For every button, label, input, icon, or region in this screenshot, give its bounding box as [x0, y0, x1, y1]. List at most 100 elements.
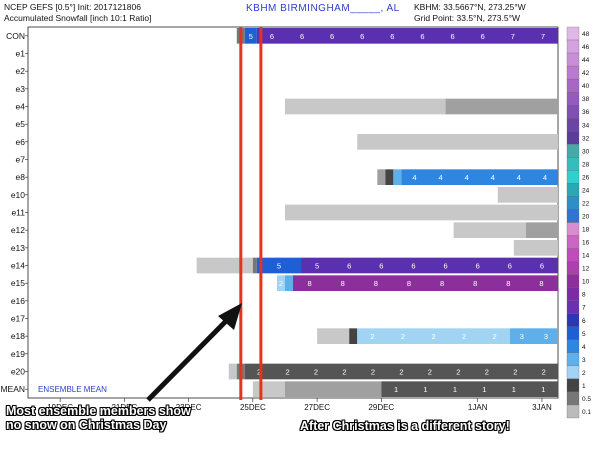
legend-label-40: 40 [582, 83, 590, 90]
bar-e14-17 [256, 257, 302, 274]
bar-value-e20-28-0: 2 [257, 368, 261, 377]
legend-swatch-16 [566, 235, 580, 249]
legend-label-20: 20 [582, 213, 590, 220]
row-label-e8: e8 [16, 172, 26, 182]
bar-value-e18-24-1: 2 [401, 332, 405, 341]
bar-e4-3 [284, 98, 446, 115]
row-label-e13: e13 [11, 243, 25, 253]
legend-swatch-38 [566, 92, 580, 106]
bar-e12-12 [453, 222, 526, 238]
bar-value-CON-2-9: 7 [541, 32, 545, 41]
x-tick-label-19DEC: 19DEC [47, 403, 73, 412]
annotation-christmas-day-text: Most ensemble members show no snow on Ch… [6, 404, 191, 432]
x-tick-label-25DEC: 25DEC [240, 403, 266, 412]
bar-value-e20-28-7: 2 [456, 368, 460, 377]
legend-swatch-40 [566, 78, 580, 93]
legend-label-18: 18 [582, 227, 590, 234]
row-label-e1: e1 [16, 49, 26, 59]
bar-value-MEAN-31-1: 1 [423, 385, 427, 394]
legend-label-4: 4 [582, 344, 586, 351]
legend-label-3: 3 [582, 357, 586, 364]
bar-value-e20-28-6: 2 [428, 368, 432, 377]
bar-CON-2 [256, 28, 558, 44]
bar-value-e18-24-4: 2 [492, 332, 496, 341]
annotation-after-christmas: After Christmas is a different story! [300, 419, 510, 433]
header-station: KBHM BIRMINGHAM_____, AL [246, 3, 400, 14]
legend-swatch-24 [566, 183, 580, 197]
bar-value-e20-28-4: 2 [371, 368, 375, 377]
bar-value-e15-21-0: 8 [307, 279, 311, 288]
x-tick-label-29DEC: 29DEC [368, 403, 394, 412]
annotation-arrow-shaft [146, 315, 232, 402]
bar-value-e15-21-2: 8 [374, 279, 378, 288]
bar-value-CON-2-3: 6 [360, 32, 364, 41]
bar-value-e8-9-4: 4 [517, 173, 521, 182]
legend-swatch-26 [566, 170, 580, 184]
bar-value-CON-2-5: 6 [420, 32, 424, 41]
legend-swatch-6 [566, 313, 580, 327]
legend-label-28: 28 [582, 161, 590, 168]
row-label-e11: e11 [11, 208, 25, 218]
bar-value-e14-18-2: 6 [379, 262, 383, 271]
bar-value-e20-28-2: 2 [314, 368, 318, 377]
bar-e14-15 [196, 257, 253, 274]
legend-label-5: 5 [582, 331, 586, 338]
row-label-e15: e15 [11, 278, 25, 288]
row-label-e20: e20 [11, 367, 25, 377]
bar-e8-7 [385, 169, 394, 185]
legend-swatch-44 [566, 52, 580, 67]
legend-swatch-18 [566, 222, 580, 236]
bar-value-e14-18-1: 6 [347, 262, 351, 271]
bar-e14-18 [301, 257, 558, 274]
bar-value-e20-28-10: 2 [542, 368, 546, 377]
legend-swatch-34 [566, 118, 580, 132]
legend-label-34: 34 [582, 122, 590, 129]
bar-e6-5 [357, 134, 558, 150]
bar-e18-22 [317, 328, 350, 344]
bar-e4-4 [445, 98, 558, 115]
header-variable: Accumulated Snowfall [inch 10:1 Ratio] [4, 13, 152, 23]
bar-value-e15-19-0: 2 [279, 279, 283, 288]
x-tick-label-3JAN: 3JAN [532, 403, 552, 412]
bar-e15-20 [284, 275, 293, 291]
legend-label-30: 30 [582, 148, 590, 155]
bar-value-e18-25-1: 3 [544, 332, 548, 341]
bar-value-CON-2-4: 6 [390, 32, 394, 41]
bar-CON-1 [244, 28, 257, 44]
bar-e18-25 [509, 328, 558, 344]
bar-value-e20-28-9: 2 [513, 368, 517, 377]
row-label-e5: e5 [16, 119, 26, 129]
row-label-e19: e19 [11, 349, 25, 359]
legend-label-36: 36 [582, 109, 590, 116]
bar-value-e14-18-6: 6 [508, 262, 512, 271]
legend-label-32: 32 [582, 135, 590, 142]
bar-value-e20-28-8: 2 [485, 368, 489, 377]
legend-label-1: 1 [582, 383, 586, 390]
bar-e18-24 [357, 328, 510, 344]
bar-value-e20-28-3: 2 [342, 368, 346, 377]
row-label-MEAN: MEAN [0, 384, 25, 394]
bar-value-e14-18-4: 6 [443, 262, 447, 271]
legend-label-7: 7 [582, 305, 586, 312]
header-grid-point: Grid Point: 33.5°N, 273.5°W [414, 13, 521, 23]
christmas-marker-line-1 [239, 27, 243, 400]
bar-value-e15-21-3: 8 [407, 279, 411, 288]
legend-label-38: 38 [582, 96, 590, 103]
legend-swatch-48 [566, 26, 580, 41]
bar-value-e20-28-5: 2 [399, 368, 403, 377]
legend-swatch-46 [566, 39, 580, 54]
legend-label-2: 2 [582, 370, 586, 377]
bar-value-CON-2-8: 7 [511, 32, 515, 41]
row-label-e6: e6 [16, 137, 26, 147]
bar-value-MEAN-31-3: 1 [482, 385, 486, 394]
legend-label-48: 48 [582, 31, 590, 38]
legend-swatch-36 [566, 105, 580, 119]
bar-value-CON-2-7: 6 [481, 32, 485, 41]
ensemble-mean-label: ENSEMBLE MEAN [38, 385, 107, 394]
bar-value-e18-24-3: 2 [462, 332, 466, 341]
bar-value-e8-9-2: 4 [465, 173, 469, 182]
bar-value-e15-21-5: 8 [473, 279, 477, 288]
bar-value-e14-18-0: 5 [315, 262, 319, 271]
bar-MEAN-31 [381, 381, 558, 397]
